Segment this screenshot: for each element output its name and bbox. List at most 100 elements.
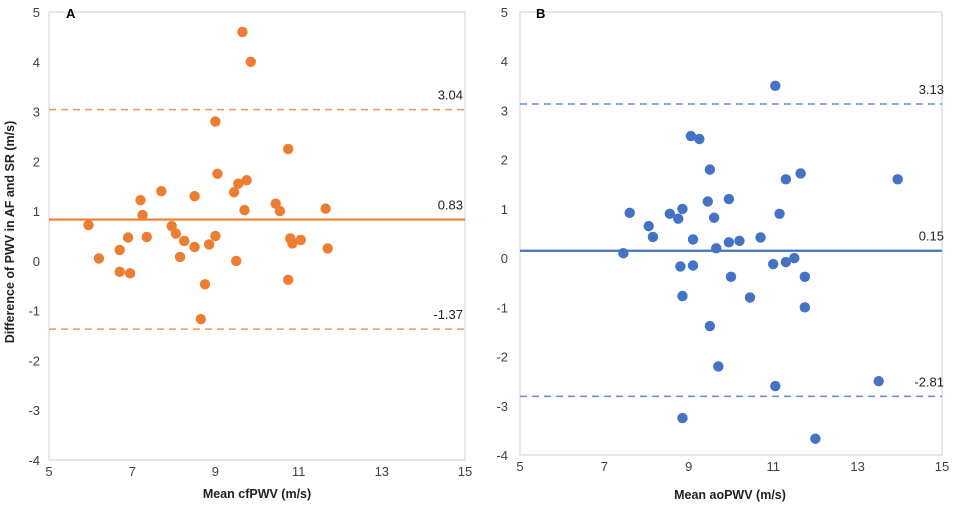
panel-b-y-tick-label: -3 <box>496 399 508 414</box>
panel-a-x-tick-label: 5 <box>45 464 52 479</box>
panel-b-data-point <box>702 196 713 207</box>
panel-a-points <box>83 26 333 325</box>
panel-b-letter: B <box>536 6 545 21</box>
panel-b-data-point <box>643 220 654 232</box>
panel-a-data-point <box>239 204 250 216</box>
panel-b-x-tick-label: 15 <box>935 459 949 474</box>
panel-a-data-point <box>141 231 152 243</box>
panel-b-data-point <box>723 193 735 205</box>
panel-b-y-tick-label: 3 <box>501 103 508 118</box>
panel-b-data-point <box>708 212 720 223</box>
panel-b-y-tick-label: 5 <box>501 5 508 20</box>
panel-b-data-point <box>664 208 676 220</box>
panel-b-data-point <box>770 380 781 392</box>
panel-a-y-tick-label: -3 <box>28 403 40 418</box>
panel-b-data-point <box>704 164 716 175</box>
panel-a-y-tick-label: -1 <box>28 304 40 319</box>
panel-b-y-tick-label: 0 <box>501 251 508 266</box>
panel-b-x-tick-label: 13 <box>850 459 864 474</box>
panel-a-data-point <box>212 168 223 179</box>
panel-a-lower-limit-line-label: -1.37 <box>433 307 463 322</box>
panel-b-y-tick-label: -1 <box>496 300 508 315</box>
panel-b-data-point <box>677 412 688 424</box>
panel-b: B -4 -3 -2 -1 0 1 2 3 4 5 5 7 9 11 13 15 3.13 0.15 -2.81… <box>496 5 949 502</box>
panel-b-x-tick-label: 7 <box>601 459 608 474</box>
panel-b-data-point <box>768 258 779 270</box>
panel-a-plot-area <box>48 11 466 461</box>
panel-a-data-point <box>245 56 256 67</box>
panel-a-y-ticks: -4 -3 -2 -1 0 1 2 3 4 5 <box>28 5 40 468</box>
panel-a-y-tick-label: 3 <box>33 105 40 120</box>
panel-a-data-point <box>241 175 252 186</box>
panel-a-data-point <box>195 313 207 325</box>
panel-b-data-point <box>873 375 884 387</box>
panel-a-x-ticks: 5 7 9 11 13 15 <box>45 464 472 479</box>
panel-b-data-point <box>618 247 629 259</box>
panel-a-data-point <box>237 26 248 38</box>
panel-a-letter: A <box>66 6 76 21</box>
panel-a-data-point <box>322 243 333 254</box>
panel-a-data-point <box>210 116 221 127</box>
panel-a-y-tick-label: 1 <box>33 204 40 219</box>
panel-a-data-point <box>320 203 331 214</box>
panel-b-y-tick-label: -4 <box>496 448 508 463</box>
panel-b-reference-lines: 3.13 0.15 -2.81 <box>520 82 944 398</box>
panel-a-data-point <box>274 205 286 217</box>
panel-a-data-point <box>231 255 242 267</box>
panel-a-y-tick-label: 0 <box>33 254 40 269</box>
panel-b-data-point <box>675 261 686 272</box>
panel-b-points <box>618 80 903 444</box>
panel-b-data-point <box>624 207 635 219</box>
panel-b-y-ticks: -4 -3 -2 -1 0 1 2 3 4 5 <box>496 5 508 463</box>
panel-a-data-point <box>199 279 211 290</box>
panel-a-x-axis-label: Mean cfPWV (m/s) <box>203 487 311 501</box>
panel-a-upper-limit-line-label: 3.04 <box>438 88 463 103</box>
panel-b-data-point <box>711 243 722 254</box>
panel-b-data-point <box>687 260 699 271</box>
panel-b-x-axis-label: Mean aoPWV (m/s) <box>674 488 786 502</box>
panel-b-lower-limit-line-label: -2.81 <box>914 374 944 389</box>
panel-b-x-tick-label: 9 <box>685 459 692 474</box>
panel-b-data-point <box>647 231 659 243</box>
panel-a-data-point <box>83 219 94 231</box>
shared-y-axis-label: Difference of PWV in AF and SR (m/s) <box>3 121 17 343</box>
panel-b-data-point <box>892 174 903 185</box>
panel-a-y-tick-label: 5 <box>33 5 40 20</box>
panel-a: A -4 -3 -2 -1 0 1 2 3 4 5 5 7 9 11 13 15 3.04 0.83 -1.37… <box>28 5 472 501</box>
panel-a-data-point <box>135 194 146 206</box>
panel-a-data-point <box>179 235 190 247</box>
panel-b-mean-difference-line-label: 0.15 <box>919 229 944 244</box>
panel-b-y-tick-label: -2 <box>496 350 508 365</box>
panel-a-data-point <box>156 186 167 197</box>
panel-b-y-tick-label: 1 <box>501 202 508 217</box>
panel-b-x-ticks: 5 7 9 11 13 15 <box>516 459 949 474</box>
panel-b-data-point <box>755 232 766 243</box>
panel-b-data-point <box>677 290 688 302</box>
panel-a-data-point <box>170 228 182 239</box>
panel-a-x-tick-label: 7 <box>129 464 136 479</box>
panel-b-data-point <box>723 237 735 248</box>
panel-a-data-point <box>203 239 215 250</box>
panel-b-data-point <box>780 256 792 268</box>
panel-a-x-tick-label: 13 <box>375 464 389 479</box>
panel-a-data-point <box>228 186 240 198</box>
panel-b-data-point <box>687 234 699 245</box>
panel-a-data-point <box>122 232 134 243</box>
panel-a-data-point <box>137 209 148 221</box>
panel-b-data-point <box>734 235 745 247</box>
panel-a-data-point <box>283 143 294 155</box>
panel-b-data-point <box>795 168 806 179</box>
panel-a-reference-lines: 3.04 0.83 -1.37 <box>49 88 465 330</box>
panel-a-data-point <box>295 234 306 246</box>
panel-b-data-point <box>789 252 800 264</box>
panel-a-data-point <box>93 253 105 264</box>
panel-b-data-point <box>799 271 811 283</box>
panel-a-x-tick-label: 11 <box>292 464 306 479</box>
panel-b-data-point <box>677 203 688 215</box>
panel-b-data-point <box>799 302 811 313</box>
panel-a-y-tick-label: 2 <box>33 154 40 169</box>
panel-b-data-point <box>774 208 785 220</box>
panel-b-data-point <box>713 361 724 372</box>
panel-b-data-point <box>725 271 737 283</box>
panel-b-data-point <box>673 213 684 224</box>
